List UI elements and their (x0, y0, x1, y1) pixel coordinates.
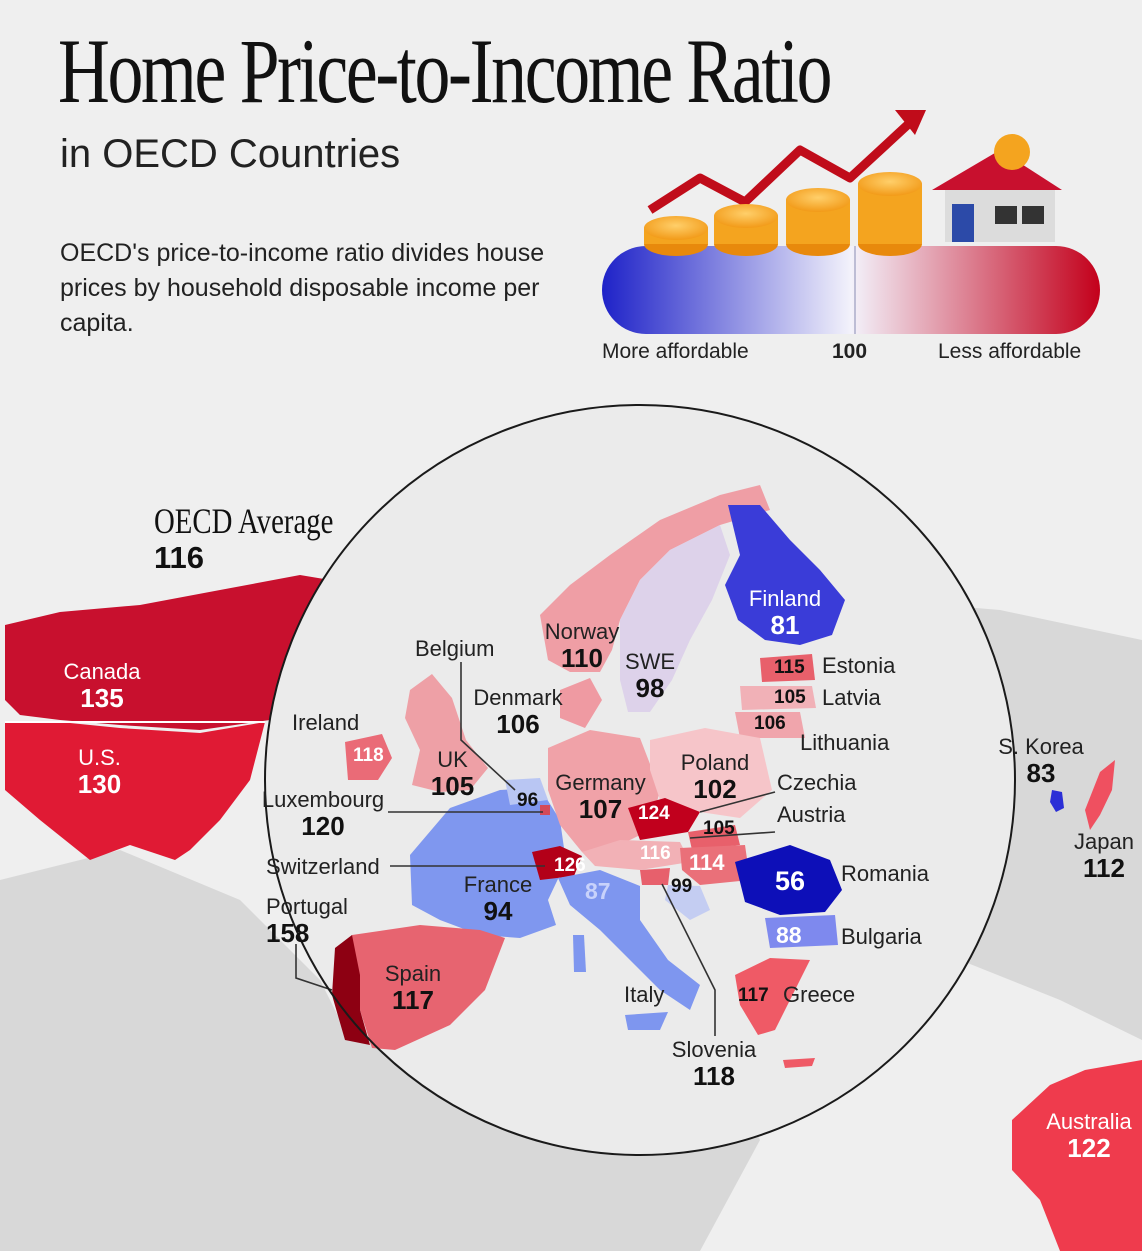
label-australia: Australia 122 (1046, 1109, 1132, 1163)
crete-shape (783, 1058, 815, 1068)
italy-shape (558, 870, 700, 1010)
value-switzerland: 126 (554, 855, 586, 876)
sicily-shape (625, 1012, 668, 1030)
affordability-legend (602, 246, 1100, 334)
label-czechia: Czechia (777, 770, 857, 795)
label-switzerland: Switzerland (266, 854, 380, 879)
value-lithuania: 106 (754, 713, 786, 734)
rising-trend-arrow (647, 110, 926, 214)
label-romania: Romania (841, 861, 930, 886)
japan-shape (1085, 760, 1115, 830)
value-czechia: 124 (638, 803, 670, 824)
value-croatia: 99 (671, 876, 693, 897)
norway-shape (540, 485, 770, 672)
label-austria: Austria (777, 802, 846, 827)
sweden-shape (620, 525, 730, 712)
label-uk: UK 105 (430, 747, 475, 801)
czechia-shape (628, 798, 700, 840)
canada-shape (5, 575, 330, 730)
label-bulgaria: Bulgaria (841, 924, 922, 949)
oecd-average-label: OECD Average (154, 501, 334, 541)
label-luxembourg: Luxembourg 120 (261, 787, 385, 841)
denmark-shape (560, 678, 602, 728)
sardinia-shape (573, 935, 586, 972)
legend-left-label: More affordable (602, 340, 749, 363)
label-norway: Norway 110 (544, 619, 620, 673)
poland-shape (650, 728, 772, 818)
ireland-shape (345, 734, 392, 780)
value-greece: 117 (738, 985, 769, 1006)
greece-shape (735, 958, 810, 1035)
value-slovakia: 116 (640, 843, 671, 864)
croatia-shape (665, 885, 710, 920)
spain-shape (348, 925, 505, 1050)
value-hungary: 114 (689, 850, 725, 875)
leader-lines (295, 662, 776, 1036)
finland-shape (725, 505, 845, 645)
slovakia-shape (688, 825, 740, 850)
estonia-shape (760, 654, 815, 682)
label-poland: Poland 102 (680, 750, 750, 804)
label-denmark: Denmark 106 (473, 685, 563, 739)
value-austria: 105 (703, 818, 735, 839)
us-shape (5, 722, 265, 860)
label-south-korea: S. Korea 83 (998, 734, 1084, 788)
belgium-shape (505, 778, 548, 805)
bulgaria-shape (765, 915, 838, 948)
label-finland: Finland 81 (748, 586, 822, 640)
uk-shape (405, 674, 488, 792)
label-belgium: Belgium (415, 636, 495, 661)
label-portugal: Portugal 158 (266, 894, 348, 948)
description: OECD's price-to-income ratio divides hou… (60, 239, 545, 337)
label-japan: Japan 112 (1074, 829, 1134, 883)
hungary-shape (680, 845, 750, 885)
lithuania-shape (735, 712, 805, 738)
south-korea-shape (1050, 790, 1064, 812)
value-estonia: 115 (774, 657, 805, 678)
label-slovenia: Slovenia 118 (671, 1037, 757, 1091)
austria-shape (582, 840, 690, 870)
label-latvia: Latvia (822, 685, 881, 710)
romania-shape (735, 845, 842, 915)
value-italy: 87 (585, 878, 611, 904)
label-france: France 94 (463, 872, 533, 926)
label-canada: Canada 135 (63, 659, 141, 713)
page-title: Home Price-to-Income Ratio (58, 20, 832, 122)
latvia-shape (740, 686, 816, 710)
coin-stacks-icon (644, 172, 922, 256)
value-romania: 56 (775, 866, 806, 896)
europe-inset (264, 404, 1016, 1156)
page-subtitle: in OECD Countries (60, 132, 401, 176)
label-greece: Greece (783, 982, 856, 1007)
portugal-shape (332, 935, 370, 1045)
legend-mid-label: 100 (832, 340, 868, 363)
value-bulgaria: 88 (776, 922, 802, 948)
value-ireland: 118 (353, 745, 384, 766)
label-spain: Spain 117 (384, 961, 442, 1015)
label-italy: Italy (624, 982, 665, 1007)
legend-right-label: Less affordable (938, 340, 1082, 363)
oecd-average-value: 116 (154, 540, 205, 575)
label-ireland: Ireland (292, 710, 360, 735)
france-shape (410, 788, 566, 938)
label-sweden: SWE 98 (624, 649, 676, 703)
house-icon (932, 134, 1062, 242)
switzerland-shape (532, 846, 582, 880)
value-belgium: 96 (517, 790, 539, 811)
germany-shape (548, 730, 660, 852)
australia-shape (1012, 1060, 1142, 1251)
label-estonia: Estonia (822, 653, 896, 678)
label-us: U.S. 130 (77, 745, 122, 799)
value-latvia: 105 (774, 687, 806, 708)
label-lithuania: Lithuania (800, 730, 890, 755)
label-germany: Germany 107 (555, 770, 646, 824)
slovenia-shape (640, 868, 670, 885)
